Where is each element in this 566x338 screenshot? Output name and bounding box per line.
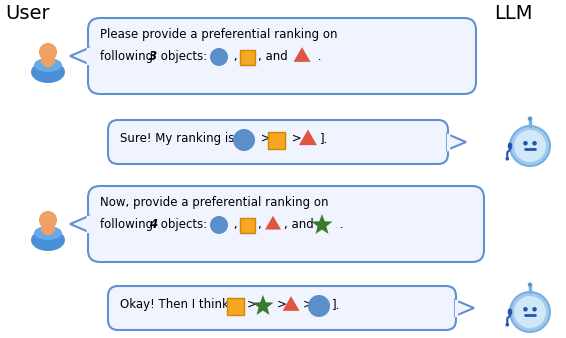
FancyBboxPatch shape	[108, 120, 448, 164]
Text: ,: ,	[257, 218, 261, 231]
FancyBboxPatch shape	[226, 297, 243, 314]
Ellipse shape	[505, 157, 509, 161]
Text: , and: , and	[284, 218, 314, 231]
Ellipse shape	[510, 126, 550, 166]
Ellipse shape	[31, 61, 65, 83]
Text: objects:: objects:	[157, 218, 207, 231]
Polygon shape	[311, 214, 332, 234]
Text: .: .	[336, 218, 344, 231]
Text: >: >	[277, 298, 287, 311]
Ellipse shape	[528, 117, 532, 121]
Ellipse shape	[510, 292, 550, 332]
Text: ].: ].	[332, 298, 340, 311]
Text: >: >	[247, 298, 257, 311]
Ellipse shape	[508, 308, 512, 316]
Ellipse shape	[532, 307, 537, 312]
Text: .: .	[314, 50, 321, 63]
Polygon shape	[70, 216, 89, 232]
Ellipse shape	[308, 295, 330, 317]
Polygon shape	[282, 296, 299, 311]
Ellipse shape	[210, 216, 228, 234]
Ellipse shape	[233, 129, 255, 151]
Text: Now, provide a preferential ranking on: Now, provide a preferential ranking on	[100, 196, 328, 209]
Polygon shape	[70, 48, 89, 64]
Ellipse shape	[40, 212, 57, 228]
FancyBboxPatch shape	[108, 286, 456, 330]
Polygon shape	[447, 134, 466, 150]
Text: LLM: LLM	[494, 4, 533, 23]
Text: 3: 3	[149, 50, 157, 63]
Ellipse shape	[505, 323, 509, 327]
Polygon shape	[294, 47, 311, 62]
Text: following: following	[100, 218, 157, 231]
Text: ,: ,	[230, 50, 238, 63]
Ellipse shape	[41, 55, 55, 67]
Polygon shape	[252, 295, 273, 315]
Polygon shape	[455, 300, 474, 316]
Text: Sure! My ranking is [: Sure! My ranking is [	[120, 132, 243, 145]
Text: >: >	[303, 298, 313, 311]
Ellipse shape	[39, 211, 57, 229]
Ellipse shape	[508, 142, 512, 150]
Ellipse shape	[39, 43, 57, 61]
Ellipse shape	[523, 141, 528, 146]
Ellipse shape	[40, 44, 57, 61]
Ellipse shape	[34, 226, 62, 240]
FancyBboxPatch shape	[239, 49, 255, 65]
Text: objects:: objects:	[157, 50, 207, 63]
Text: , and: , and	[258, 50, 288, 63]
Polygon shape	[265, 216, 281, 230]
Ellipse shape	[528, 283, 532, 287]
Text: ,: ,	[230, 218, 238, 231]
Ellipse shape	[514, 296, 546, 328]
Text: following: following	[100, 50, 157, 63]
Ellipse shape	[532, 141, 537, 146]
FancyBboxPatch shape	[88, 18, 476, 94]
Text: ].: ].	[320, 132, 328, 145]
Text: Please provide a preferential ranking on: Please provide a preferential ranking on	[100, 28, 337, 41]
Text: >: >	[257, 132, 271, 145]
FancyBboxPatch shape	[239, 217, 255, 233]
Ellipse shape	[514, 130, 546, 162]
Polygon shape	[299, 129, 317, 145]
FancyBboxPatch shape	[268, 131, 285, 148]
Ellipse shape	[41, 223, 55, 235]
Text: >: >	[288, 132, 302, 145]
Text: User: User	[5, 4, 50, 23]
Text: Okay! Then I think [: Okay! Then I think [	[120, 298, 237, 311]
Text: 4: 4	[149, 218, 157, 231]
Ellipse shape	[31, 229, 65, 251]
Ellipse shape	[210, 48, 228, 66]
Ellipse shape	[523, 307, 528, 312]
FancyBboxPatch shape	[88, 186, 484, 262]
Ellipse shape	[34, 58, 62, 72]
